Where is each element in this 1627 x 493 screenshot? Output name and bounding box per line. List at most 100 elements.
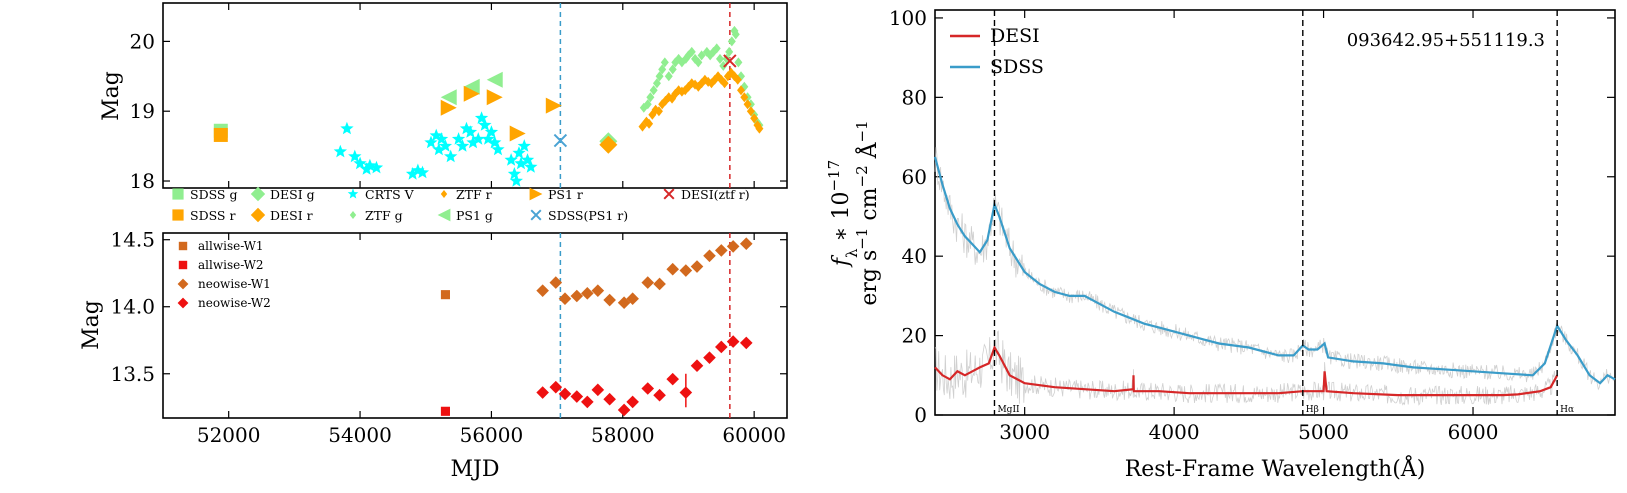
legend-label-desi-ztf-r: DESI(ztf r) <box>681 187 750 202</box>
point-ztf-g <box>687 46 696 57</box>
point-ztf-r <box>737 85 746 96</box>
point-neowise-w1 <box>581 287 594 300</box>
point-crts-v <box>434 132 449 145</box>
point-ps1-r <box>463 85 480 102</box>
point-neowise-w1 <box>591 284 605 297</box>
legend-marker-sdss-g <box>172 188 184 200</box>
y-tick-label: 100 <box>889 6 927 30</box>
point-crts-v <box>504 153 518 166</box>
point-ps1-g <box>486 71 503 88</box>
point-ztf-g <box>660 57 669 68</box>
legend-label-sdss-ps1-r: SDSS(PS1 r) <box>548 208 628 223</box>
legend-label-desi-r: DESI r <box>270 208 313 223</box>
point-neowise-w2 <box>603 392 616 406</box>
legend-label-sdss: SDSS <box>990 56 1044 78</box>
point-neowise-w1 <box>617 296 631 310</box>
point-desi-r <box>599 135 618 154</box>
legend-marker-neowise-w1 <box>177 278 189 290</box>
y-tick-label: 20 <box>902 324 927 348</box>
legend-label-ps1-r: PS1 r <box>548 187 583 202</box>
line-marker-label-mgii: MgII <box>997 405 1020 415</box>
point-ztf-g <box>716 53 725 64</box>
point-ps1-g <box>440 89 457 106</box>
point-crts-v <box>520 153 535 166</box>
point-crts-v <box>484 125 499 138</box>
line-marker-label-h: Hβ <box>1306 405 1319 415</box>
point-crts-v <box>517 139 531 152</box>
wise-lc-plot: 52000 54000 56000 58000 60000 13.5 14.0 14.5 <box>110 228 787 447</box>
y-tick-label: 13.5 <box>110 362 155 386</box>
point-crts-v <box>424 135 438 149</box>
point-neowise-w2 <box>558 387 572 401</box>
x-tick-label: 5000 <box>1298 420 1349 444</box>
legend-marker-desi-ztf-r <box>663 188 675 200</box>
point-ps1-g <box>463 78 480 95</box>
point-crts-v <box>340 121 354 135</box>
point-ztf-r <box>720 78 729 89</box>
point-neowise-w2 <box>549 380 563 394</box>
point-neowise-w2 <box>570 390 584 403</box>
point-crts-v <box>474 111 489 124</box>
legend-label-ztf-r: ZTF r <box>456 187 492 202</box>
point-crts-v <box>466 135 480 149</box>
x-tick-label: 58000 <box>591 423 655 447</box>
optical-lc-plot: 18 19 20 <box>130 3 787 193</box>
point-neowise-w1 <box>626 292 639 305</box>
point-neowise-w2 <box>703 351 716 364</box>
point-neowise-w1 <box>739 237 753 251</box>
x-tick-label: 56000 <box>460 423 524 447</box>
legend-marker-sdss-r <box>172 209 184 221</box>
line-desi <box>934 344 1559 397</box>
point-crts-v <box>415 165 430 179</box>
point-ztf-r <box>750 113 759 124</box>
spectra-xlabel: Rest-Frame Wavelength(Å) <box>1125 454 1426 482</box>
point-crts-v <box>444 149 458 163</box>
point-neowise-w2 <box>726 335 740 348</box>
y-tick-label: 80 <box>902 85 927 109</box>
point-crts-v <box>451 132 466 145</box>
point-ztf-g <box>731 29 740 40</box>
legend-marker-ps1-g <box>437 208 451 222</box>
point-crts-v <box>455 139 470 152</box>
point-crts-v <box>524 160 538 173</box>
legend-marker-sdss-ps1-r <box>530 209 542 221</box>
wise-lc-legend: allwise-W1 allwise-W2 neowise-W1 neowise-W2 <box>177 239 271 310</box>
point-crts-v <box>438 139 453 152</box>
legend-label-crts-v: CRTS V <box>365 187 415 202</box>
point-crts-v <box>478 118 492 131</box>
spectra-frame <box>934 9 1616 416</box>
optical-lc-legend: SDSS g SDSS r DESI g DESI r CRTS V ZTF g ZTF r… <box>172 186 750 223</box>
legend-label-sdss-g: SDSS g <box>190 187 237 202</box>
point-ztf-g <box>646 92 655 103</box>
point-neowise-w1 <box>536 284 549 297</box>
point-neowise-w2 <box>617 403 631 417</box>
spectra-ylabel-line2: erg s−1 cm−2 Å−1 <box>853 120 882 305</box>
point-crts-v <box>471 132 485 145</box>
legend-label-sdss-r: SDSS r <box>190 208 235 223</box>
optical-lc-frame <box>162 2 788 189</box>
y-tick-label: 18 <box>130 169 155 193</box>
legend-marker-desi-g <box>250 186 266 202</box>
point-ztf-r <box>645 118 654 129</box>
point-ztf-g <box>658 64 667 75</box>
point-neowise-w2 <box>626 395 639 409</box>
x-tick-label: 3000 <box>999 420 1050 444</box>
legend-marker-ztf-r <box>440 190 448 198</box>
legend-label-ztf-g: ZTF g <box>365 208 403 223</box>
point-neowise-w2 <box>679 386 693 399</box>
y-tick-label: 14.5 <box>110 228 155 252</box>
point-ztf-g <box>694 57 703 68</box>
point-neowise-w1 <box>558 292 572 305</box>
y-tick-label: 19 <box>130 99 155 123</box>
legend-marker-desi-r <box>250 207 266 223</box>
point-ztf-g <box>668 64 677 75</box>
point-ztf-r <box>740 92 749 103</box>
point-ztf-r <box>755 123 764 134</box>
legend-label-allwise-w2: allwise-W2 <box>198 258 264 272</box>
point-neowise-w2 <box>581 395 594 409</box>
point-crts-v <box>491 142 505 156</box>
noise-sdss <box>934 147 1615 391</box>
wise-lc-frame <box>162 232 788 419</box>
